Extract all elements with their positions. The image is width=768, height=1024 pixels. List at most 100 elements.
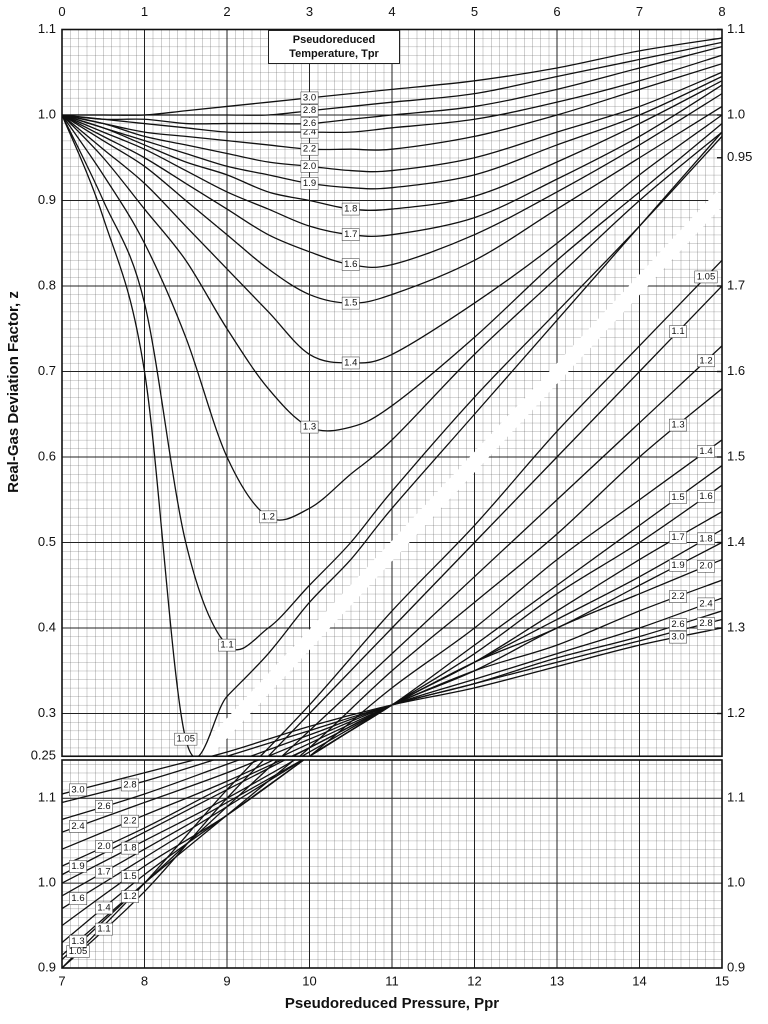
curve-label: 1.5	[123, 871, 136, 882]
curve	[62, 760, 275, 850]
curve-label-box	[300, 104, 319, 117]
curve-label: 2.0	[699, 561, 712, 572]
curve-label-box	[697, 445, 715, 458]
y-tick-label: 1.1	[38, 21, 56, 36]
x-tick-label: 9	[223, 973, 230, 988]
curve-label: 1.8	[123, 843, 136, 854]
curve	[224, 618, 722, 757]
curve-label: 2.2	[671, 591, 684, 602]
curve-label-box	[300, 142, 319, 156]
curve-label: 2.4	[699, 598, 712, 609]
curve	[62, 37, 722, 116]
curve-label: 2.8	[699, 618, 712, 629]
y-tick-label: 1.3	[727, 619, 745, 634]
x-tick-label: 7	[58, 973, 65, 988]
curve	[62, 63, 722, 151]
curve-label: 1.9	[671, 560, 684, 571]
y-tick-label: 0.6	[38, 448, 56, 463]
plot-frame	[61, 759, 723, 969]
curve-label: 2.4	[303, 127, 316, 138]
curve-label-box	[121, 841, 139, 855]
curve-label: 1.1	[671, 326, 684, 337]
curve-label-box	[69, 892, 87, 905]
y-tick-label: 1.1	[727, 790, 745, 805]
curve-label: 1.5	[344, 298, 357, 309]
curve-label: 1.1	[220, 640, 233, 651]
curve-label-box	[300, 91, 319, 105]
y-axis-title: Real-Gas Deviation Factor, z	[5, 291, 22, 493]
curve-label: 1.2	[262, 511, 275, 522]
curve	[62, 114, 722, 432]
curve-label-box	[300, 160, 319, 173]
curve	[62, 80, 722, 212]
plot-frame	[61, 28, 723, 758]
curve	[62, 114, 722, 521]
x-tick-label: 7	[636, 4, 643, 19]
y-tick-label: 0.3	[38, 705, 56, 720]
curve-label: 1.9	[71, 861, 84, 872]
x-tick-label: 0	[58, 4, 65, 19]
curve	[62, 760, 216, 804]
curve-label-box	[669, 630, 687, 644]
y-tick-label: 0.9	[38, 959, 56, 974]
curve-label-box	[697, 532, 715, 546]
curve-label-box	[121, 778, 139, 792]
curve-label: 2.2	[123, 816, 136, 827]
curve-label-box	[341, 228, 360, 241]
curve-label-box	[95, 800, 113, 813]
curve-label-box	[669, 491, 687, 504]
curve	[308, 465, 722, 757]
curve-label-box	[121, 814, 139, 828]
curve-label-box	[121, 870, 139, 883]
x-tick-label: 14	[632, 973, 646, 988]
curve	[62, 54, 722, 134]
y-tick-label: 0.25	[31, 748, 56, 763]
legend-title: Pseudoreduced Temperature, Tpr	[268, 30, 400, 64]
y-tick-label: 0.4	[38, 619, 56, 634]
curve	[62, 105, 722, 304]
curve-label: 1.2	[699, 355, 712, 366]
curve-label-box	[694, 270, 718, 284]
curve-label-box	[95, 865, 113, 879]
curve-label: 2.6	[671, 619, 684, 630]
y-tick-label: 0.8	[38, 277, 56, 292]
curve-label: 1.05	[697, 271, 716, 282]
label-layer: 1.05 1.1 1.2 1.3 1.4 1.5 1.6 1.7 1.8 1.9 2.0 2.2 2.4…	[66, 91, 718, 958]
curve-label-box	[669, 618, 687, 631]
curve-label-box	[669, 325, 687, 338]
curve-label: 2.2	[303, 144, 316, 155]
y2-tick-label: 0.95	[727, 149, 752, 164]
x-tick-label: 10	[302, 973, 316, 988]
curve-label: 2.0	[97, 841, 110, 852]
curve-label: 1.9	[303, 178, 316, 189]
curve-label-box	[341, 258, 360, 271]
curve-label-box	[341, 296, 360, 310]
curve-label-box	[69, 935, 87, 948]
y-tick-label: 0.9	[727, 959, 745, 974]
curve	[62, 760, 304, 910]
y-tick-label: 1.0	[38, 106, 56, 121]
curve	[62, 71, 722, 173]
curve	[62, 114, 722, 651]
curve	[62, 93, 722, 269]
x-tick-label: 1	[141, 4, 148, 19]
curve-label: 1.8	[344, 204, 357, 215]
curve-label-box	[95, 901, 113, 915]
x-tick-label: 15	[715, 973, 729, 988]
curve	[267, 285, 722, 757]
curve-label-box	[218, 638, 236, 652]
y2-tick-label: 1.1	[727, 21, 745, 36]
curve-label: 1.4	[344, 357, 357, 368]
curve-label: 2.8	[123, 779, 136, 790]
curve-label-box	[69, 860, 87, 873]
curve-label-box	[95, 922, 113, 936]
x-tick-label: 4	[388, 4, 395, 19]
y-tick-label: 1.4	[727, 534, 745, 549]
curve-label: 1.7	[97, 867, 110, 878]
curve	[266, 597, 722, 757]
curve-label: 1.7	[344, 229, 357, 240]
curve-label-box	[341, 202, 360, 216]
curve-label: 1.3	[303, 422, 316, 433]
